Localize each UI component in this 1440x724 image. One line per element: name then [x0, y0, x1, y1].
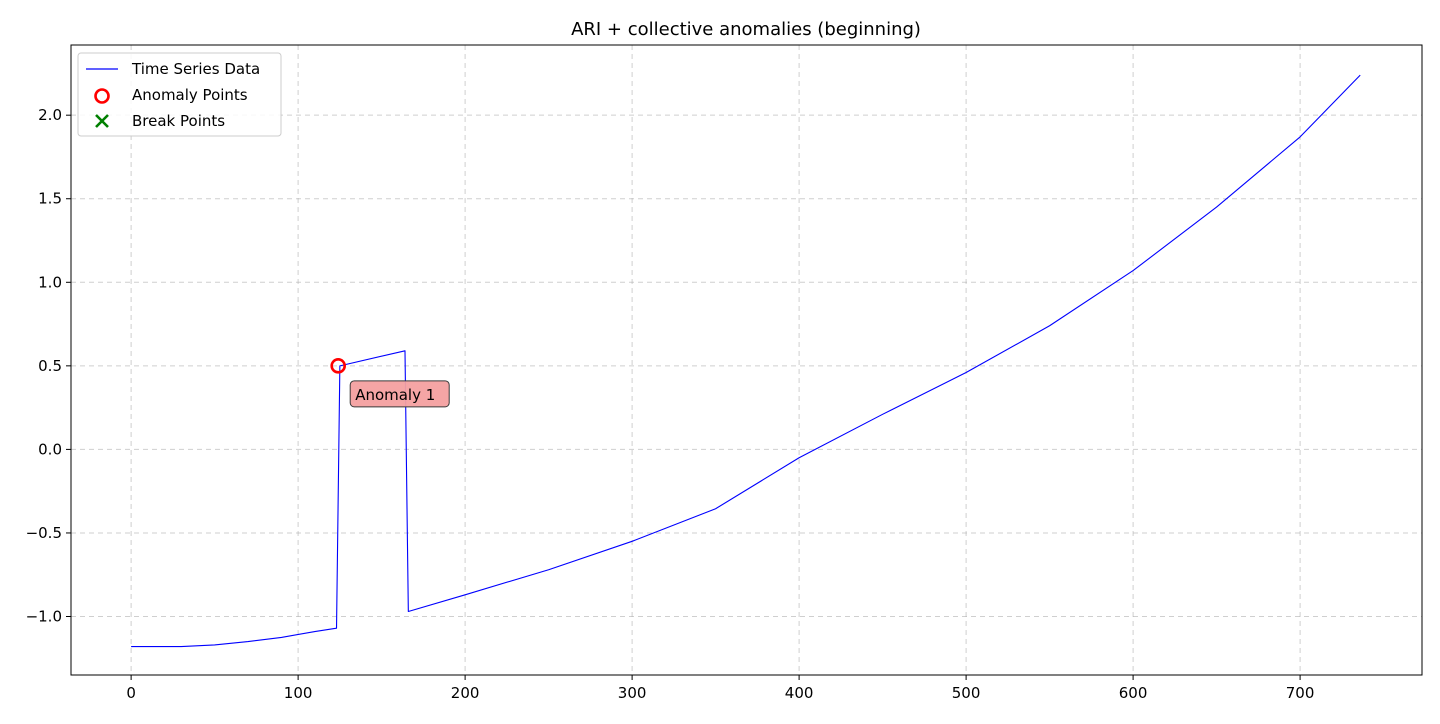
- legend: Time Series Data Anomaly Points Break Poin…: [77, 52, 282, 137]
- legend-label-anomaly-points: Anomaly Points: [132, 86, 248, 104]
- anomaly-point-marker: [330, 358, 346, 374]
- y-tick-label: 1.0: [38, 273, 62, 291]
- x-tick-label: 400: [785, 684, 814, 702]
- x-tick-label: 500: [952, 684, 981, 702]
- annotation-label: Anomaly 1: [349, 380, 450, 408]
- y-tick-label: 2.0: [38, 106, 62, 124]
- x-tick-label: 0: [126, 684, 136, 702]
- annotation-text: Anomaly 1: [355, 386, 435, 404]
- series-line-time-series-data: [131, 74, 1361, 648]
- axis-ticks: 0 100 200 300 400 500 600 700 −1.0 −0.5 0.0 0.5 1.0 1…: [26, 106, 1315, 702]
- y-tick-label: 1.5: [38, 190, 62, 208]
- y-tick-label: −1.0: [26, 608, 62, 626]
- legend-box: [77, 52, 282, 137]
- chart-title: ARI + collective anomalies (beginning): [571, 19, 921, 40]
- plot-area: [131, 74, 1361, 648]
- x-tick-label: 600: [1119, 684, 1148, 702]
- x-tick-label: 100: [284, 684, 313, 702]
- legend-label-break-points: Break Points: [132, 112, 225, 130]
- legend-circle-swatch: [94, 88, 110, 104]
- x-tick-label: 200: [451, 684, 480, 702]
- legend-label-time-series-data: Time Series Data: [131, 60, 260, 78]
- x-tick-label: 700: [1286, 684, 1315, 702]
- grid: [71, 45, 1422, 675]
- x-tick-label: 300: [618, 684, 647, 702]
- y-tick-label: 0.0: [38, 440, 62, 458]
- y-tick-label: −0.5: [26, 524, 62, 542]
- annotation-box: [349, 380, 450, 408]
- y-tick-label: 0.5: [38, 357, 62, 375]
- legend-x-swatch: [95, 114, 109, 128]
- axes-frame: [70, 44, 1423, 676]
